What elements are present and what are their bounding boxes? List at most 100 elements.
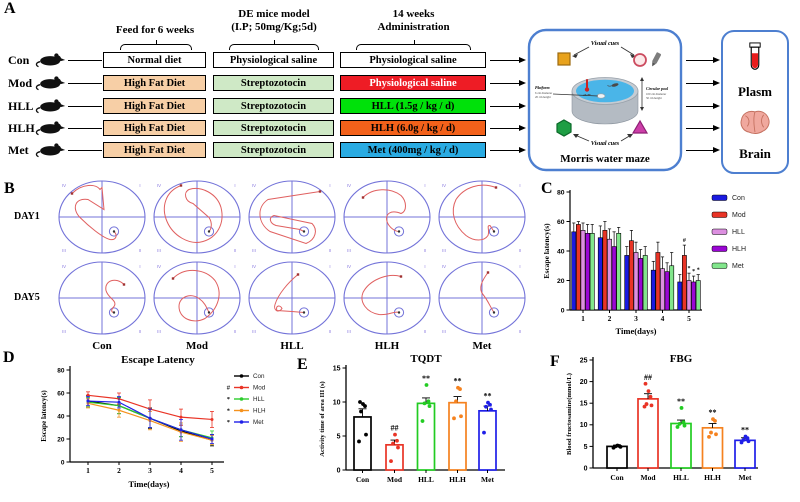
x-tick-label: 1	[86, 466, 90, 475]
y-tick-label: 0	[337, 467, 341, 474]
visual-cues-bottom-label: Visual cues	[591, 141, 620, 147]
x-tick-label: HLH	[449, 475, 466, 484]
pool-label: Circular pool	[646, 86, 669, 91]
data-point	[391, 441, 395, 446]
data-point	[422, 401, 427, 406]
x-tick-label: 4	[179, 466, 183, 475]
legend-marker	[239, 420, 244, 424]
arrow-to-outputs	[686, 124, 720, 131]
data-point	[396, 445, 400, 450]
legend-label-hlh: HLH	[253, 408, 266, 415]
quadrant-label: III	[157, 248, 161, 253]
bar-hll-day5	[686, 280, 692, 311]
data-point	[711, 417, 715, 422]
chart-escape-latency-bars: 0 20 40 60 80 Escape latency(s) 1 2 3 4 5 Time(days…	[542, 189, 746, 336]
plasm-label: Plasm	[738, 83, 772, 99]
y-tick-label: 40	[57, 413, 65, 420]
blood-tube-icon	[749, 42, 761, 70]
arrow-to-outputs	[686, 79, 720, 86]
brain-icon	[740, 111, 770, 135]
data-point	[424, 383, 429, 387]
data-point	[648, 394, 653, 399]
bar-con	[606, 445, 628, 469]
quadrant-label: I	[234, 183, 235, 188]
outputs-box: Plasm Brain	[721, 30, 789, 174]
data-point	[357, 439, 361, 444]
trace-group	[70, 184, 120, 241]
legend-label-mod: Mod	[253, 385, 266, 392]
y-tick-label: 15	[580, 401, 588, 408]
column-header-admin: 14 weeks Administration	[340, 8, 487, 34]
trace-col-label-con: Con	[92, 340, 112, 352]
mouse-icon	[35, 75, 66, 91]
quadrant-label: II	[139, 329, 141, 334]
platform-annotation: Platform 6 cm diameter 20 cm height	[535, 85, 599, 99]
y-axis-label: Escape latency(s)	[542, 223, 551, 279]
bracket-feed	[120, 40, 192, 50]
panel-label-f: F	[550, 353, 560, 370]
visual-cues-bottom-arrows	[573, 134, 633, 142]
swim-path	[362, 189, 406, 232]
trace-start-marker	[318, 190, 322, 193]
data-point	[484, 404, 488, 409]
x-tick-label: 2	[117, 466, 121, 475]
point-mod	[179, 415, 183, 419]
data-point	[482, 430, 486, 435]
data-point	[456, 385, 460, 390]
trace-start-marker	[122, 283, 126, 286]
admin-box-hll: HLL (1.5g / kg / d)	[340, 98, 486, 114]
point-hlh	[117, 408, 121, 412]
diet-box-hlh: High Fat Diet	[103, 120, 206, 136]
quadrant-label: I	[139, 264, 140, 269]
visual-cues-top-label: Visual cues	[591, 41, 620, 47]
swim-path	[259, 191, 321, 245]
y-tick-label: 20	[580, 379, 588, 386]
bar-hll-day2	[607, 238, 612, 311]
diet-box-hll: High Fat Diet	[103, 98, 206, 114]
trace-start-marker	[494, 186, 498, 189]
mouse-icon-svg	[35, 53, 66, 68]
morris-water-maze-diagram: Visual cues 25 ℃ Platform 6 cm diameter …	[527, 28, 683, 172]
column-header-feed: Feed for 6 weeks	[115, 24, 195, 36]
quadrant-label: III	[157, 329, 161, 334]
quadrant-label: IV	[62, 183, 66, 188]
mouse-icon	[35, 98, 66, 114]
arrow-to-outputs	[686, 102, 720, 109]
y-axis-label: Blood fructosamine(mmol/L)	[566, 373, 573, 455]
data-point	[426, 399, 431, 404]
quadrant-label: II	[139, 248, 141, 253]
y-tick-label: 0	[584, 465, 588, 472]
platform-label: Platform	[535, 85, 550, 90]
arrow-to-outputs	[686, 56, 720, 63]
y-tick-label: 80	[557, 189, 565, 196]
bar-mod-day4	[655, 252, 661, 311]
significance-marker: *	[692, 269, 695, 275]
x-tick-label: 5	[687, 314, 691, 323]
bracket-model	[229, 40, 319, 50]
y-tick-label: 5	[584, 444, 588, 451]
legend-swatch-hlh	[711, 245, 728, 252]
data-point	[679, 406, 684, 410]
quadrant-label: IV	[347, 264, 351, 269]
legend-label-mod: Mod	[732, 212, 746, 219]
quadrant-label: I	[519, 264, 520, 269]
quadrant-label: I	[329, 264, 330, 269]
data-point	[714, 432, 718, 437]
data-point	[649, 403, 654, 408]
x-tick-label: 4	[661, 314, 665, 323]
quadrant-label: IV	[347, 183, 351, 188]
x-tick-label: 3	[148, 466, 152, 475]
legend-marker	[239, 385, 244, 390]
legend-sig-hll: *	[227, 396, 230, 403]
trace-end-marker	[397, 311, 401, 314]
bar-con-day4	[650, 269, 656, 311]
mouse-icon-svg	[35, 121, 66, 136]
data-point	[427, 404, 432, 408]
pool-line1: 100 cm diameter	[646, 92, 666, 96]
legend-label-hll: HLL	[732, 229, 745, 236]
